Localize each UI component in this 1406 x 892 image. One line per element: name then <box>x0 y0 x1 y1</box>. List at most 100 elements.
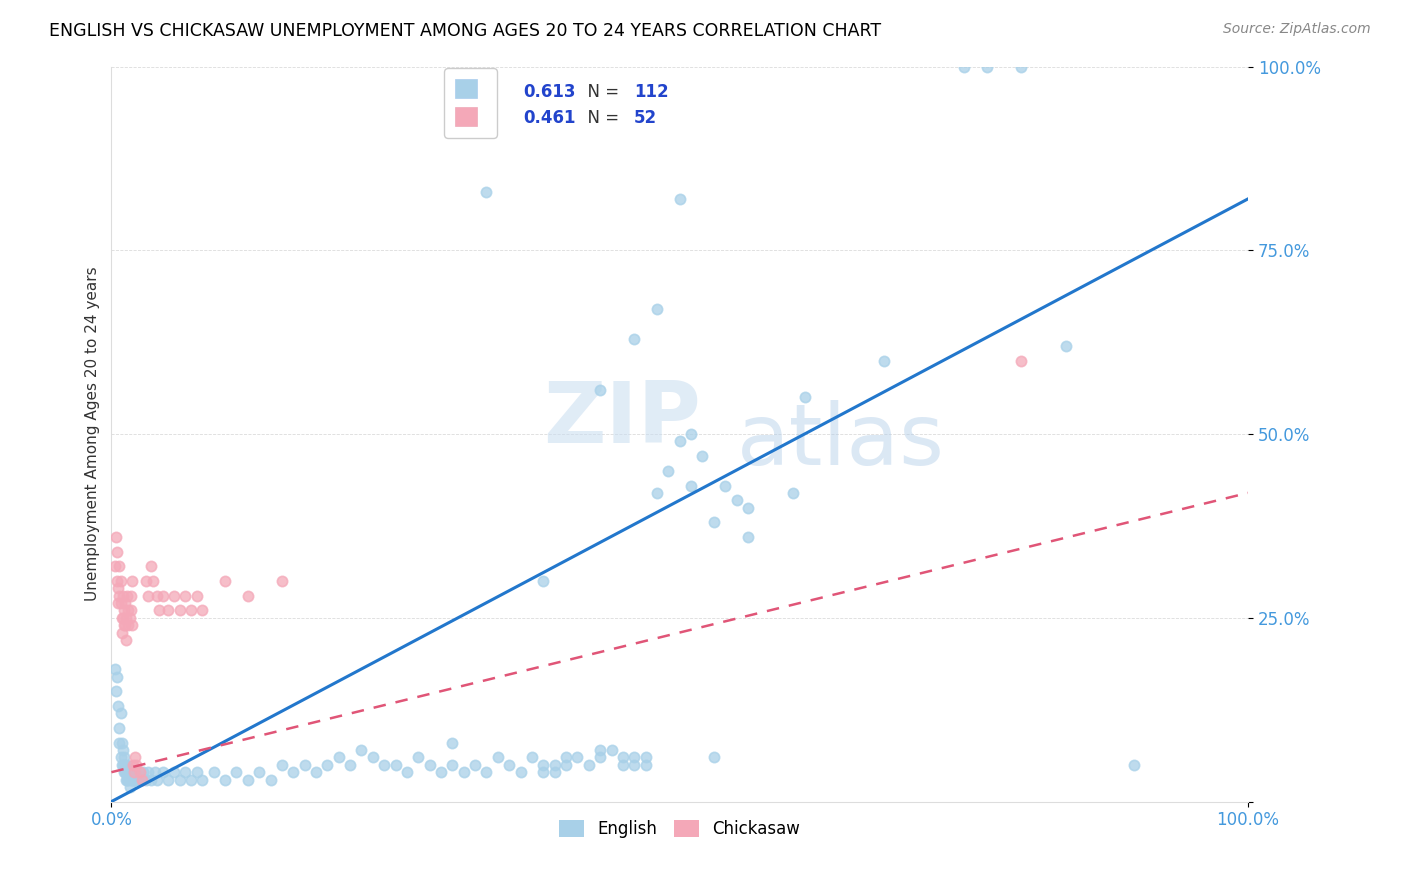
Point <box>294 757 316 772</box>
Point <box>406 750 429 764</box>
Point <box>122 765 145 780</box>
Point <box>134 574 156 588</box>
Point <box>214 574 236 588</box>
Point <box>111 589 134 603</box>
Point <box>117 772 139 787</box>
Text: 0.613: 0.613 <box>523 83 575 102</box>
Point <box>107 582 129 596</box>
Point <box>328 750 350 764</box>
Point <box>104 530 127 544</box>
Point <box>105 574 128 588</box>
Point <box>134 772 156 787</box>
Point <box>141 772 163 787</box>
Point <box>531 574 554 588</box>
Text: N =: N = <box>578 83 624 102</box>
Point <box>110 706 132 721</box>
Point <box>117 603 139 617</box>
Text: 0.461: 0.461 <box>523 109 575 127</box>
Point <box>681 478 703 492</box>
Point <box>152 589 174 603</box>
Point <box>520 750 543 764</box>
Point <box>128 765 150 780</box>
Point <box>122 757 145 772</box>
Point <box>531 757 554 772</box>
Point <box>1054 339 1077 353</box>
Point <box>180 772 202 787</box>
Point <box>120 603 142 617</box>
Point <box>157 603 180 617</box>
Point <box>122 765 145 780</box>
Point <box>589 750 612 764</box>
Point <box>186 765 208 780</box>
Point <box>498 757 520 772</box>
Point <box>110 574 132 588</box>
Point <box>112 603 135 617</box>
Point <box>136 765 159 780</box>
Point <box>157 772 180 787</box>
Point <box>163 765 186 780</box>
Point <box>118 765 141 780</box>
Point <box>117 772 139 787</box>
Point <box>486 750 509 764</box>
Point <box>395 765 418 780</box>
Point <box>681 427 703 442</box>
Point <box>589 383 612 397</box>
Point <box>117 765 139 780</box>
Point <box>111 757 134 772</box>
Point <box>124 750 146 764</box>
Point <box>129 772 152 787</box>
Point <box>361 750 384 764</box>
Point <box>634 750 657 764</box>
Point <box>339 757 361 772</box>
Point <box>725 493 748 508</box>
Point <box>111 625 134 640</box>
Point <box>104 559 127 574</box>
Point <box>793 390 815 404</box>
Text: atlas: atlas <box>737 400 945 483</box>
Point <box>419 757 441 772</box>
Point <box>114 596 136 610</box>
Point <box>131 772 153 787</box>
Point <box>111 611 134 625</box>
Point <box>692 449 714 463</box>
Point <box>108 559 131 574</box>
Point <box>108 721 131 735</box>
Point <box>112 765 135 780</box>
Point <box>174 589 197 603</box>
Point <box>384 757 406 772</box>
Point <box>125 765 148 780</box>
Point <box>953 60 976 74</box>
Point <box>634 757 657 772</box>
Point <box>202 765 225 780</box>
Point <box>453 765 475 780</box>
Point <box>703 516 725 530</box>
Point <box>127 772 149 787</box>
Legend: English, Chickasaw: English, Chickasaw <box>553 814 807 845</box>
Point <box>111 743 134 757</box>
Point <box>873 353 896 368</box>
Point <box>350 743 373 757</box>
Point <box>104 662 127 676</box>
Text: 112: 112 <box>634 83 669 102</box>
Point <box>115 611 138 625</box>
Point <box>441 757 464 772</box>
Point <box>111 611 134 625</box>
Point <box>623 757 645 772</box>
Point <box>782 486 804 500</box>
Point <box>589 743 612 757</box>
Point <box>136 589 159 603</box>
Point <box>270 757 292 772</box>
Point <box>115 765 138 780</box>
Point <box>555 757 578 772</box>
Point <box>668 192 690 206</box>
Point <box>117 589 139 603</box>
Point <box>120 589 142 603</box>
Point <box>236 772 259 787</box>
Point <box>180 603 202 617</box>
Point <box>1010 353 1032 368</box>
Point <box>124 772 146 787</box>
Point <box>141 559 163 574</box>
Point <box>283 765 305 780</box>
Point <box>121 574 143 588</box>
Point <box>1123 757 1146 772</box>
